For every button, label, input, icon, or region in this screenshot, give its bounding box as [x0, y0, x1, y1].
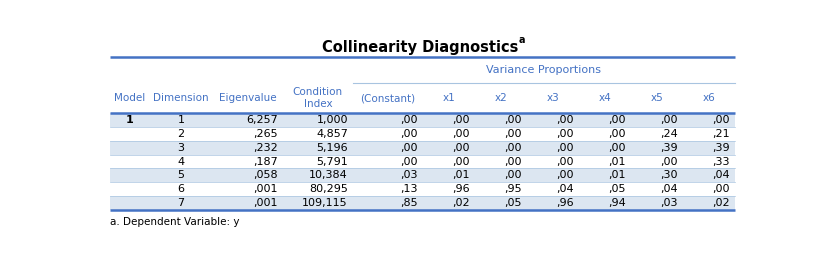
- Text: ,85: ,85: [400, 198, 418, 208]
- Text: ,00: ,00: [504, 115, 522, 125]
- Text: ,00: ,00: [452, 115, 469, 125]
- Text: ,04: ,04: [711, 170, 729, 180]
- Bar: [110, 155, 734, 168]
- Text: ,00: ,00: [400, 115, 418, 125]
- Text: ,00: ,00: [452, 143, 469, 153]
- Text: ,00: ,00: [400, 143, 418, 153]
- Text: ,05: ,05: [608, 184, 625, 194]
- Text: ,39: ,39: [659, 143, 677, 153]
- Text: 6: 6: [178, 184, 184, 194]
- Text: x2: x2: [494, 93, 507, 103]
- Bar: [110, 168, 734, 182]
- Text: Dimension: Dimension: [153, 93, 209, 103]
- Text: (Constant): (Constant): [360, 93, 415, 103]
- Text: a: a: [518, 35, 525, 45]
- Text: a. Dependent Variable: y: a. Dependent Variable: y: [110, 217, 239, 227]
- Text: ,00: ,00: [556, 170, 573, 180]
- Text: ,01: ,01: [452, 170, 469, 180]
- Text: ,001: ,001: [253, 184, 278, 194]
- Text: ,01: ,01: [608, 170, 625, 180]
- Bar: [110, 127, 734, 141]
- Bar: [110, 196, 734, 210]
- Text: ,24: ,24: [659, 129, 677, 139]
- Text: x4: x4: [598, 93, 611, 103]
- Text: 1,000: 1,000: [316, 115, 347, 125]
- Text: ,39: ,39: [711, 143, 729, 153]
- Text: ,00: ,00: [608, 115, 625, 125]
- Text: ,00: ,00: [504, 143, 522, 153]
- Text: ,00: ,00: [659, 157, 677, 167]
- Text: Collinearity Diagnostics: Collinearity Diagnostics: [322, 40, 518, 55]
- Text: 5: 5: [178, 170, 184, 180]
- Text: ,02: ,02: [452, 198, 469, 208]
- Text: 2: 2: [178, 129, 184, 139]
- Text: ,00: ,00: [608, 143, 625, 153]
- Text: ,00: ,00: [504, 170, 522, 180]
- Text: ,03: ,03: [400, 170, 418, 180]
- Text: ,96: ,96: [452, 184, 469, 194]
- Text: 3: 3: [178, 143, 184, 153]
- Text: x6: x6: [702, 93, 714, 103]
- Text: ,96: ,96: [555, 198, 573, 208]
- Text: ,001: ,001: [253, 198, 278, 208]
- Text: Variance Proportions: Variance Proportions: [486, 65, 600, 75]
- Text: ,04: ,04: [659, 184, 677, 194]
- Text: ,00: ,00: [556, 143, 573, 153]
- Text: ,05: ,05: [504, 198, 522, 208]
- Text: ,00: ,00: [556, 115, 573, 125]
- Text: ,00: ,00: [659, 115, 677, 125]
- Text: ,00: ,00: [712, 115, 729, 125]
- Text: ,187: ,187: [252, 157, 278, 167]
- Text: x1: x1: [442, 93, 455, 103]
- Text: ,265: ,265: [253, 129, 278, 139]
- Text: Condition
Index: Condition Index: [292, 87, 342, 109]
- Text: 1: 1: [126, 115, 133, 125]
- Text: Model: Model: [114, 93, 146, 103]
- Text: x3: x3: [546, 93, 559, 103]
- Text: Eigenvalue: Eigenvalue: [219, 93, 276, 103]
- Text: ,95: ,95: [504, 184, 522, 194]
- Text: ,04: ,04: [555, 184, 573, 194]
- Text: 1: 1: [178, 115, 184, 125]
- Text: ,30: ,30: [659, 170, 677, 180]
- Text: 80,295: 80,295: [309, 184, 347, 194]
- Text: ,33: ,33: [712, 157, 729, 167]
- Text: ,21: ,21: [711, 129, 729, 139]
- Bar: [110, 182, 734, 196]
- Text: ,00: ,00: [400, 129, 418, 139]
- Text: 7: 7: [178, 198, 184, 208]
- Text: ,00: ,00: [556, 157, 573, 167]
- Text: ,00: ,00: [504, 157, 522, 167]
- Text: ,00: ,00: [452, 129, 469, 139]
- Text: ,13: ,13: [400, 184, 418, 194]
- Text: 4: 4: [178, 157, 184, 167]
- Text: ,00: ,00: [400, 157, 418, 167]
- Text: 10,384: 10,384: [309, 170, 347, 180]
- Text: ,94: ,94: [608, 198, 625, 208]
- Text: ,00: ,00: [556, 129, 573, 139]
- Text: ,02: ,02: [711, 198, 729, 208]
- Bar: [110, 141, 734, 155]
- Text: 5,791: 5,791: [316, 157, 347, 167]
- Text: ,00: ,00: [504, 129, 522, 139]
- Text: ,00: ,00: [608, 129, 625, 139]
- Bar: [110, 114, 734, 127]
- Text: x5: x5: [649, 93, 663, 103]
- Text: ,03: ,03: [659, 198, 677, 208]
- Text: ,00: ,00: [452, 157, 469, 167]
- Text: ,01: ,01: [608, 157, 625, 167]
- Text: ,058: ,058: [253, 170, 278, 180]
- Text: 4,857: 4,857: [315, 129, 347, 139]
- Text: ,232: ,232: [252, 143, 278, 153]
- Text: 6,257: 6,257: [246, 115, 278, 125]
- Text: 109,115: 109,115: [302, 198, 347, 208]
- Text: 5,196: 5,196: [316, 143, 347, 153]
- Text: ,00: ,00: [712, 184, 729, 194]
